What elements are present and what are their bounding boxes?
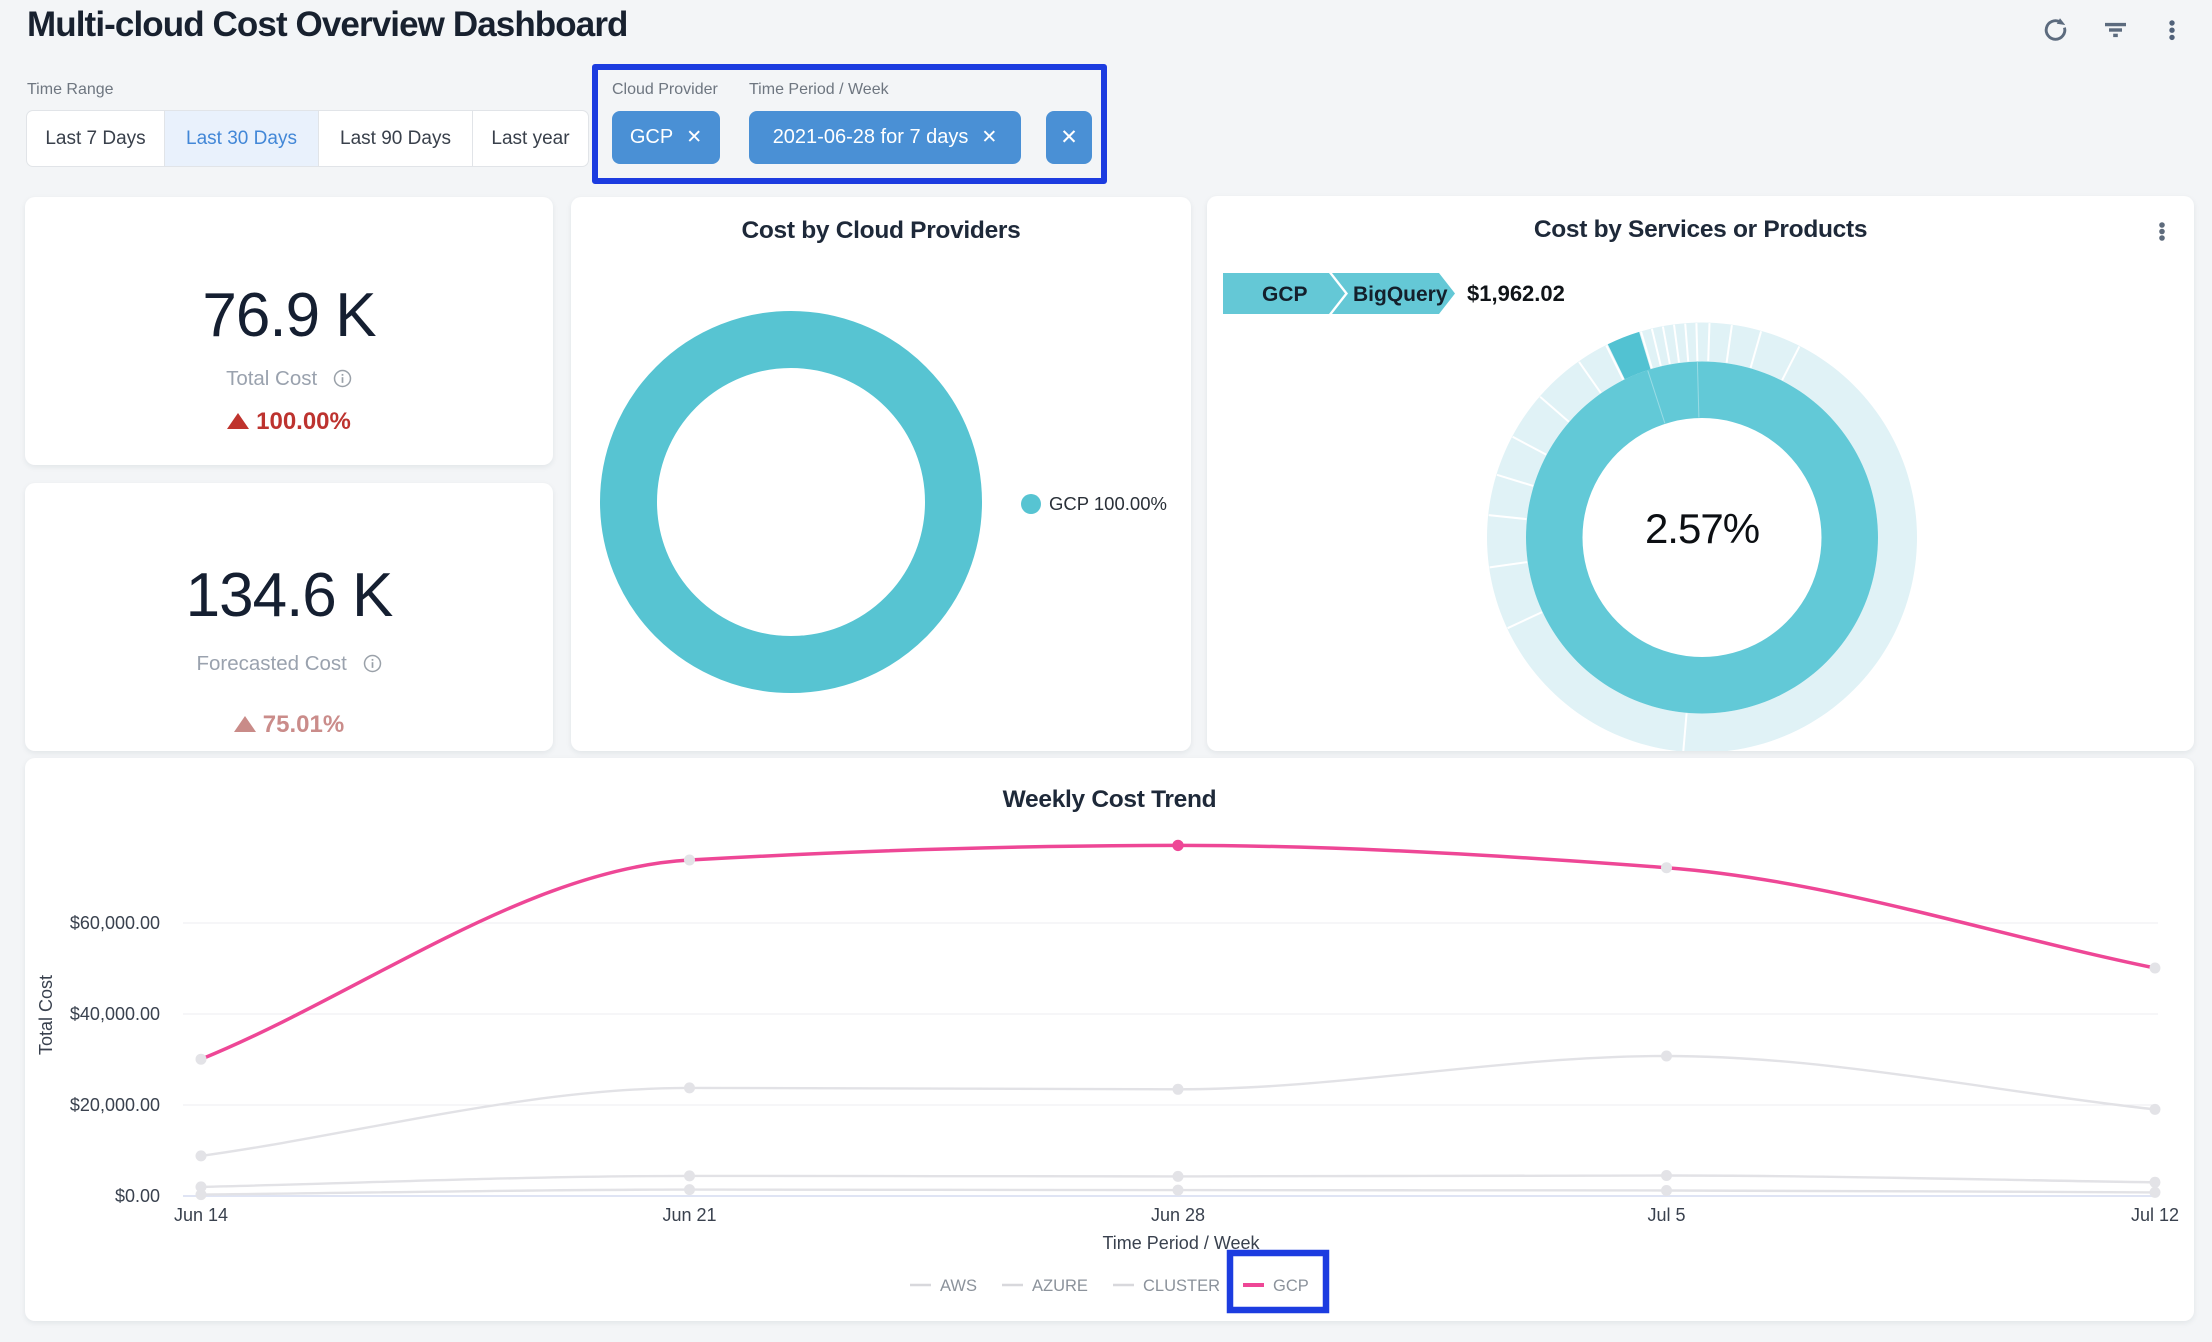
svg-text:Jul 12: Jul 12 bbox=[2131, 1205, 2179, 1225]
svg-text:BigQuery: BigQuery bbox=[1353, 283, 1448, 306]
svg-text:CLUSTER: CLUSTER bbox=[1143, 1277, 1220, 1295]
svg-text:Time Period / Week: Time Period / Week bbox=[1102, 1233, 1260, 1253]
svg-text:$1,962.02: $1,962.02 bbox=[1467, 281, 1565, 306]
svg-text:$20,000.00: $20,000.00 bbox=[70, 1095, 160, 1115]
svg-text:GCP: GCP bbox=[1273, 1277, 1309, 1295]
svg-text:$0.00: $0.00 bbox=[115, 1186, 160, 1206]
svg-text:Total Cost: Total Cost bbox=[36, 975, 56, 1055]
svg-text:AWS: AWS bbox=[940, 1277, 977, 1295]
svg-text:$60,000.00: $60,000.00 bbox=[70, 913, 160, 933]
svg-text:Jun 28: Jun 28 bbox=[1151, 1205, 1205, 1225]
svg-text:Jul 5: Jul 5 bbox=[1647, 1205, 1685, 1225]
svg-text:Jun 14: Jun 14 bbox=[174, 1205, 228, 1225]
svg-text:2.57%: 2.57% bbox=[1645, 505, 1759, 552]
svg-text:AZURE: AZURE bbox=[1032, 1277, 1088, 1295]
svg-text:GCP 100.00%: GCP 100.00% bbox=[1049, 493, 1167, 514]
svg-text:$40,000.00: $40,000.00 bbox=[70, 1004, 160, 1024]
svg-text:Jun 21: Jun 21 bbox=[662, 1205, 716, 1225]
svg-text:GCP: GCP bbox=[1262, 283, 1308, 306]
